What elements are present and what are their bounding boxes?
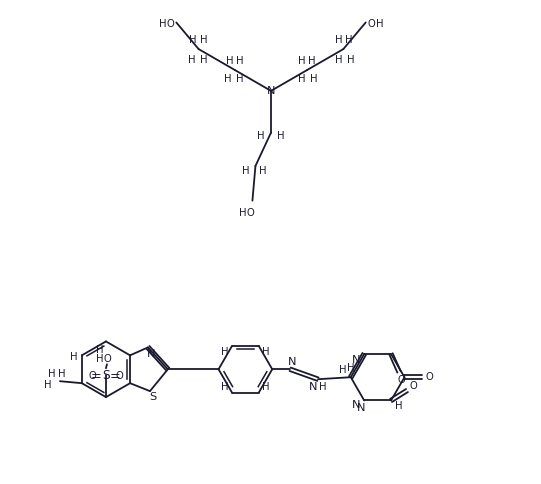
Text: H: H <box>334 55 342 65</box>
Text: O: O <box>409 380 417 391</box>
Text: H: H <box>70 352 78 363</box>
Text: H: H <box>44 380 52 390</box>
Text: N: N <box>357 404 366 413</box>
Text: H: H <box>159 19 166 30</box>
Text: N: N <box>352 355 360 365</box>
Text: O: O <box>88 371 96 381</box>
Text: N: N <box>147 349 155 359</box>
Text: H: H <box>58 369 65 379</box>
Text: H: H <box>239 208 246 218</box>
Text: H: H <box>48 369 56 379</box>
Text: H: H <box>345 35 352 45</box>
Text: H: H <box>299 74 306 84</box>
Text: H: H <box>200 55 207 65</box>
Text: H: H <box>200 35 207 45</box>
Text: H: H <box>299 56 306 66</box>
Text: =: = <box>91 370 101 383</box>
Text: N: N <box>352 400 360 410</box>
Text: H: H <box>311 74 318 84</box>
Text: =: = <box>109 370 120 383</box>
Text: H: H <box>277 131 285 141</box>
Text: H: H <box>188 55 195 65</box>
Text: O: O <box>116 371 124 381</box>
Text: H: H <box>262 347 269 357</box>
Text: H: H <box>334 35 342 45</box>
Text: N: N <box>288 357 296 367</box>
Text: H: H <box>259 166 266 176</box>
Text: H: H <box>262 381 269 392</box>
Text: O: O <box>247 208 254 218</box>
Text: H: H <box>226 56 234 66</box>
Text: N: N <box>267 86 275 96</box>
Text: H: H <box>189 35 196 45</box>
Text: N: N <box>309 382 317 392</box>
Text: H: H <box>376 19 384 30</box>
Text: H: H <box>221 347 229 357</box>
Text: S: S <box>102 369 110 382</box>
Text: O: O <box>103 354 111 364</box>
Text: O: O <box>368 19 375 30</box>
Text: O: O <box>397 375 405 385</box>
Text: H: H <box>242 166 249 176</box>
Text: H: H <box>96 346 104 355</box>
Text: H: H <box>236 74 243 84</box>
Text: O: O <box>167 19 174 30</box>
Text: H: H <box>258 131 265 141</box>
Text: H: H <box>308 56 316 66</box>
Text: H: H <box>96 354 104 364</box>
Text: H: H <box>339 365 347 375</box>
Text: H: H <box>347 55 354 65</box>
Text: H: H <box>224 74 232 84</box>
Text: H: H <box>347 363 354 373</box>
Text: H: H <box>236 56 243 66</box>
Text: H: H <box>221 381 229 392</box>
Text: H: H <box>395 401 403 411</box>
Text: S: S <box>149 392 156 402</box>
Text: O: O <box>425 372 433 382</box>
Text: H: H <box>319 382 327 392</box>
